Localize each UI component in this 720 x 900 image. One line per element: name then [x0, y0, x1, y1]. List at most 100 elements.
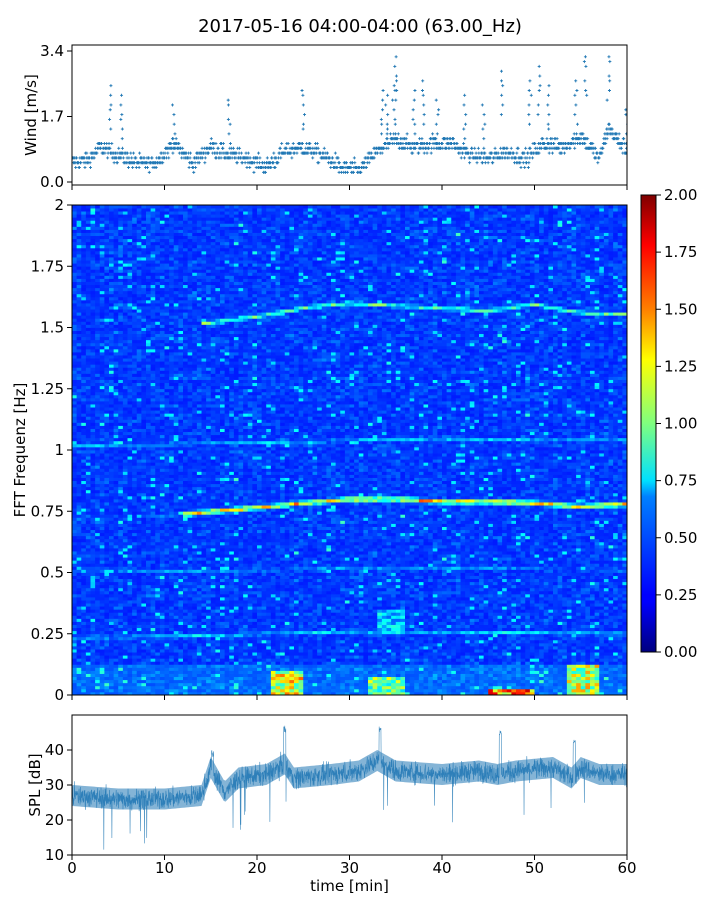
spectrogram-cell [72, 263, 78, 267]
spectrogram-cell [72, 364, 78, 368]
spectrogram-cell [146, 664, 152, 668]
spectrogram-cell [159, 636, 166, 641]
spectrogram-cell [127, 581, 133, 586]
spectrogram-cell [118, 541, 124, 546]
spectrogram-cell [169, 492, 175, 497]
wind-point [108, 117, 112, 121]
wind-point [106, 156, 110, 160]
spectrogram-cell [132, 541, 138, 546]
spectrogram-cell [122, 205, 129, 209]
spectrogram-cell [136, 223, 142, 227]
spectrogram-cell [136, 437, 142, 442]
spectrogram-cell [104, 618, 110, 622]
spectrogram-cell [173, 578, 179, 583]
spectrogram-cell [122, 315, 129, 319]
wind-point [475, 161, 479, 165]
spectrogram-cell [155, 303, 161, 307]
wind-point [192, 170, 196, 174]
spectrogram-cell [132, 658, 138, 662]
spectrogram-cell [90, 376, 96, 380]
spectrogram-cell [159, 593, 166, 598]
spectrogram-cell [90, 324, 96, 328]
wind-point [301, 103, 305, 107]
spectrogram-cell [169, 627, 175, 632]
spectrogram-cell [81, 431, 87, 436]
wind-point [434, 141, 438, 145]
spectrogram-cell [141, 428, 147, 433]
wind-point [228, 141, 232, 145]
spectrogram-cell [155, 422, 161, 426]
wind-point [171, 151, 175, 155]
spectrogram-cell [150, 691, 156, 695]
spectrogram-cell [76, 416, 82, 420]
spectrogram-cell [72, 551, 78, 555]
spectrogram-cell [169, 290, 175, 295]
wind-point [545, 137, 549, 141]
spectrogram-cell [109, 348, 115, 353]
spectrogram-cell [72, 685, 78, 690]
spectrogram-cell [173, 511, 179, 515]
wind-point [583, 141, 587, 145]
spectrogram-cell [109, 621, 115, 625]
spectrogram-cell [118, 388, 124, 393]
spectrogram-cell [85, 235, 92, 240]
spectrogram-cell [72, 679, 78, 684]
spectrogram-cell [122, 327, 129, 331]
spectrogram-cell [169, 428, 175, 433]
spectrogram-cell [127, 572, 133, 576]
spectrogram-cell [122, 499, 129, 503]
spectrogram-cell [169, 456, 175, 460]
spectrogram-cell [146, 569, 152, 573]
spectrogram-cell [155, 609, 161, 613]
spectrogram-cell [132, 437, 138, 442]
spectrogram-cell [81, 404, 87, 408]
spectrogram-cell [150, 655, 156, 659]
spectrogram-cell [150, 450, 156, 454]
spectrogram-cell [150, 272, 156, 276]
spectrogram-cell [81, 208, 87, 212]
spectrogram-cell [81, 514, 87, 518]
spectrogram-cell [90, 407, 96, 411]
spectrogram-cell [85, 397, 92, 402]
spectrogram-cell [173, 581, 179, 586]
spectrogram-cell [136, 612, 142, 616]
wind-point [120, 137, 124, 141]
spectrogram-cell [136, 621, 142, 625]
wind-point [317, 161, 321, 165]
spectrogram-cell [141, 554, 147, 558]
spectrogram-cell [109, 551, 115, 555]
spectrogram-cell [113, 260, 119, 264]
spectrogram-cell [132, 502, 138, 506]
spectrogram-cell [85, 590, 92, 595]
spectrogram-cell [150, 352, 156, 356]
wind-point [300, 146, 304, 150]
spectrogram-cell [122, 244, 129, 249]
wind-point [483, 122, 487, 126]
spectrogram-cell [169, 238, 175, 243]
spectrogram-cell [164, 336, 170, 341]
spectrogram-cell [72, 428, 78, 433]
spectrogram-cell [136, 575, 142, 580]
spectrogram-cell [132, 676, 138, 681]
spectrogram-cell [99, 235, 105, 240]
spectrogram-cell [85, 468, 92, 472]
spectrogram-cell [150, 208, 156, 212]
spectrogram-cell [146, 471, 152, 475]
spectrogram-cell [132, 649, 138, 653]
wind-point [392, 108, 396, 112]
spectrogram-cell [118, 284, 124, 289]
spectrogram-cell [150, 306, 156, 310]
spectrogram-cell [164, 321, 170, 325]
spectrogram-cell [169, 327, 175, 331]
wind-point [616, 137, 620, 141]
spectrogram-cell [159, 624, 166, 629]
spectrogram-cell [146, 355, 152, 359]
spectrogram-cell [155, 287, 161, 292]
spectrogram-cell [99, 367, 105, 371]
spectrogram-cell [155, 541, 161, 546]
spectrogram-cell [76, 379, 82, 384]
spectrogram-cell [109, 223, 115, 227]
spectrogram-cell [155, 511, 161, 515]
spectrogram-cell [141, 664, 147, 668]
wind-point [322, 146, 326, 150]
